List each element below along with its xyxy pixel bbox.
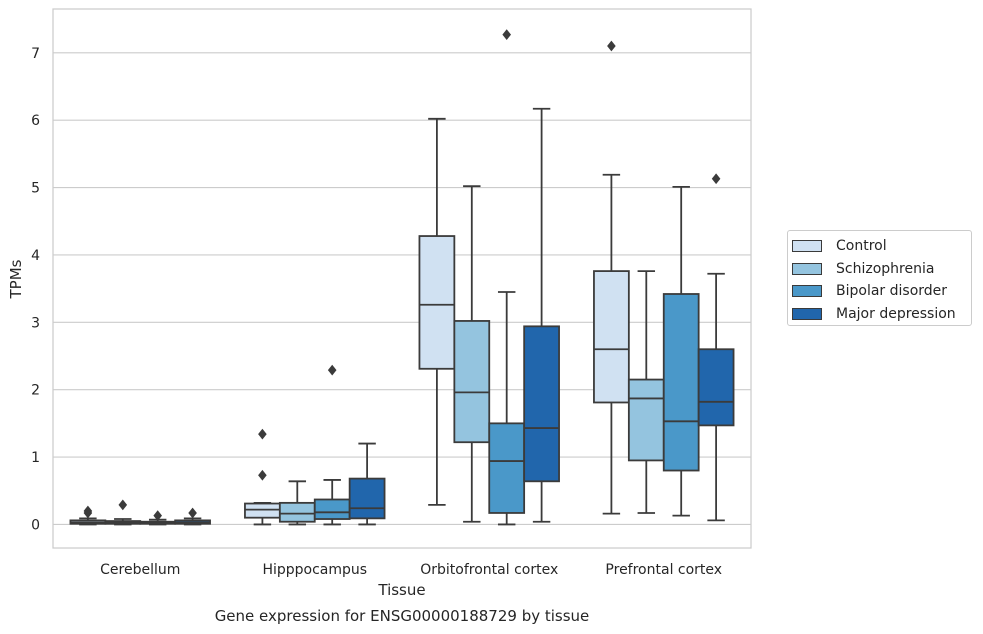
box-control [244,428,281,526]
box-schizophrenia [278,480,316,526]
legend-item: Major depression [792,303,971,326]
box-iqr [244,502,281,519]
legend-label: Major depression [836,305,956,322]
box-control [69,505,107,526]
box-iqr [627,378,665,462]
box-iqr [348,477,386,520]
outlier-point [258,469,267,481]
legend-swatch [792,262,822,275]
x-tick-labels: Cerebellum Hipppocampus Orbitofrontal cort… [100,562,722,578]
box-iqr [523,325,560,483]
outlier-point [711,173,721,185]
box-major-depression [697,173,735,522]
box-iqr [418,235,456,370]
outlier-point [502,29,511,40]
x-tick-label: Prefrontal cortex [605,562,722,578]
legend-item: Bipolar disorder [792,280,971,303]
legend: Control Schizophrenia Bipolar disorder Majo… [787,230,972,326]
box-major-depression [174,507,211,526]
y-tick-label: 7 [31,46,40,62]
box-bipolar-disorder [662,185,700,517]
box-iqr [453,320,491,444]
y-tick-label: 1 [31,450,40,466]
grid-lines [53,52,751,525]
box-schizophrenia [453,185,491,523]
chart-title: Gene expression for ENSG00000188729 by t… [215,607,590,625]
x-tick-label: Hipppocampus [262,562,367,578]
x-tick-label: Orbitofrontal cortex [420,562,558,578]
box-bipolar-disorder [139,510,177,526]
outlier-point [327,364,337,376]
box-control [593,40,630,515]
outlier-point [258,428,267,440]
outlier-point [607,40,616,52]
legend-label: Control [836,238,887,255]
box-bipolar-disorder [313,364,351,526]
legend-label: Bipolar disorder [836,283,948,300]
outlier-point [188,507,197,519]
x-tick-label: Cerebellum [100,562,180,578]
box-iqr [278,501,316,523]
legend-item: Schizophrenia [792,258,971,281]
box-iqr [662,293,700,472]
box-bipolar-disorder [488,29,526,526]
y-tick-label: 0 [31,517,40,533]
box-iqr [488,422,526,514]
legend-swatch [792,307,822,320]
box-plots [69,29,735,526]
legend-label: Schizophrenia [836,260,935,277]
box-schizophrenia [627,270,665,514]
box-iqr [313,498,351,520]
legend-swatch [792,285,822,298]
y-tick-label: 4 [31,248,40,264]
outlier-point [83,505,93,517]
box-major-depression [523,107,560,523]
y-tick-label: 5 [31,181,40,197]
legend-swatch [792,240,822,253]
y-axis-label: TPMs [7,259,25,299]
y-tick-label: 3 [31,315,40,331]
box-schizophrenia [104,499,142,526]
plot-frame [52,8,752,549]
legend-item: Control [792,235,971,258]
box-control [418,117,456,506]
y-tick-label: 6 [31,113,40,129]
x-axis-label: Tissue [377,581,425,599]
outlier-point [118,499,128,511]
box-iqr [697,348,735,427]
box-major-depression [348,442,386,526]
y-tick-labels: 0 1 2 3 4 5 6 7 [31,46,40,534]
y-tick-label: 2 [31,383,40,399]
outlier-point [153,510,162,522]
box-iqr [593,270,630,404]
